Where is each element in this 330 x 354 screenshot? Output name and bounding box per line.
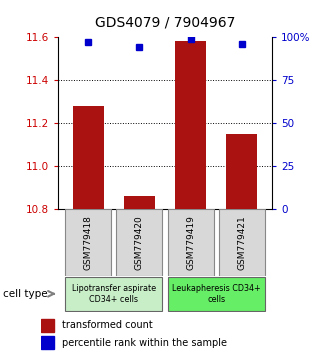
Text: GSM779419: GSM779419 (186, 215, 195, 270)
Bar (65, 277, 162, 311)
Bar (175, 41, 206, 209)
Text: GSM779420: GSM779420 (135, 215, 144, 270)
Bar (226, 134, 257, 209)
Text: Leukapheresis CD34+
cells: Leukapheresis CD34+ cells (172, 284, 260, 303)
Text: GSM779418: GSM779418 (84, 215, 93, 270)
Text: transformed count: transformed count (62, 320, 153, 330)
Bar (73, 106, 104, 209)
Text: GDS4079 / 7904967: GDS4079 / 7904967 (95, 16, 235, 30)
Text: percentile rank within the sample: percentile rank within the sample (62, 338, 227, 348)
Text: GSM779421: GSM779421 (237, 215, 246, 270)
Bar (218, 209, 265, 276)
Bar (41, 336, 54, 349)
Bar (41, 319, 54, 332)
Text: cell type: cell type (3, 289, 48, 299)
Bar (116, 209, 162, 276)
Bar (65, 209, 112, 276)
Text: Lipotransfer aspirate
CD34+ cells: Lipotransfer aspirate CD34+ cells (72, 284, 156, 303)
Bar (168, 277, 265, 311)
Bar (124, 196, 155, 209)
Bar (168, 209, 214, 276)
